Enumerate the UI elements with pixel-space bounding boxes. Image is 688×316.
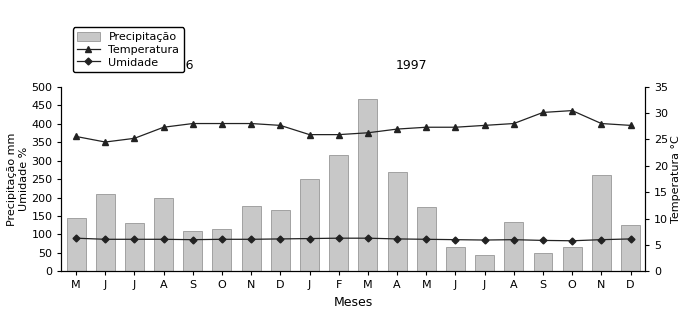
Y-axis label: Temperatura °C: Temperatura °C	[671, 135, 681, 223]
Bar	[300, 179, 319, 271]
Bar	[271, 210, 290, 271]
Bar	[330, 155, 348, 271]
Text: 1997: 1997	[396, 59, 427, 72]
Bar	[125, 223, 144, 271]
Legend: Precipitação, Temperatura, Umidade: Precipitação, Temperatura, Umidade	[73, 27, 184, 72]
Bar	[154, 198, 173, 271]
Bar	[475, 255, 494, 271]
Bar	[213, 229, 231, 271]
Bar	[446, 247, 465, 271]
Bar	[621, 225, 640, 271]
Bar	[533, 253, 552, 271]
Bar	[387, 172, 407, 271]
Text: 1996: 1996	[162, 59, 194, 72]
X-axis label: Meses: Meses	[334, 296, 373, 309]
Bar	[241, 206, 261, 271]
Bar	[417, 207, 436, 271]
Bar	[504, 222, 524, 271]
Bar	[183, 231, 202, 271]
Bar	[592, 175, 611, 271]
Bar	[563, 247, 581, 271]
Bar	[358, 100, 378, 271]
Bar	[96, 194, 115, 271]
Bar	[67, 218, 85, 271]
Y-axis label: Precipitação mm
Umidade %: Precipitação mm Umidade %	[7, 132, 28, 226]
